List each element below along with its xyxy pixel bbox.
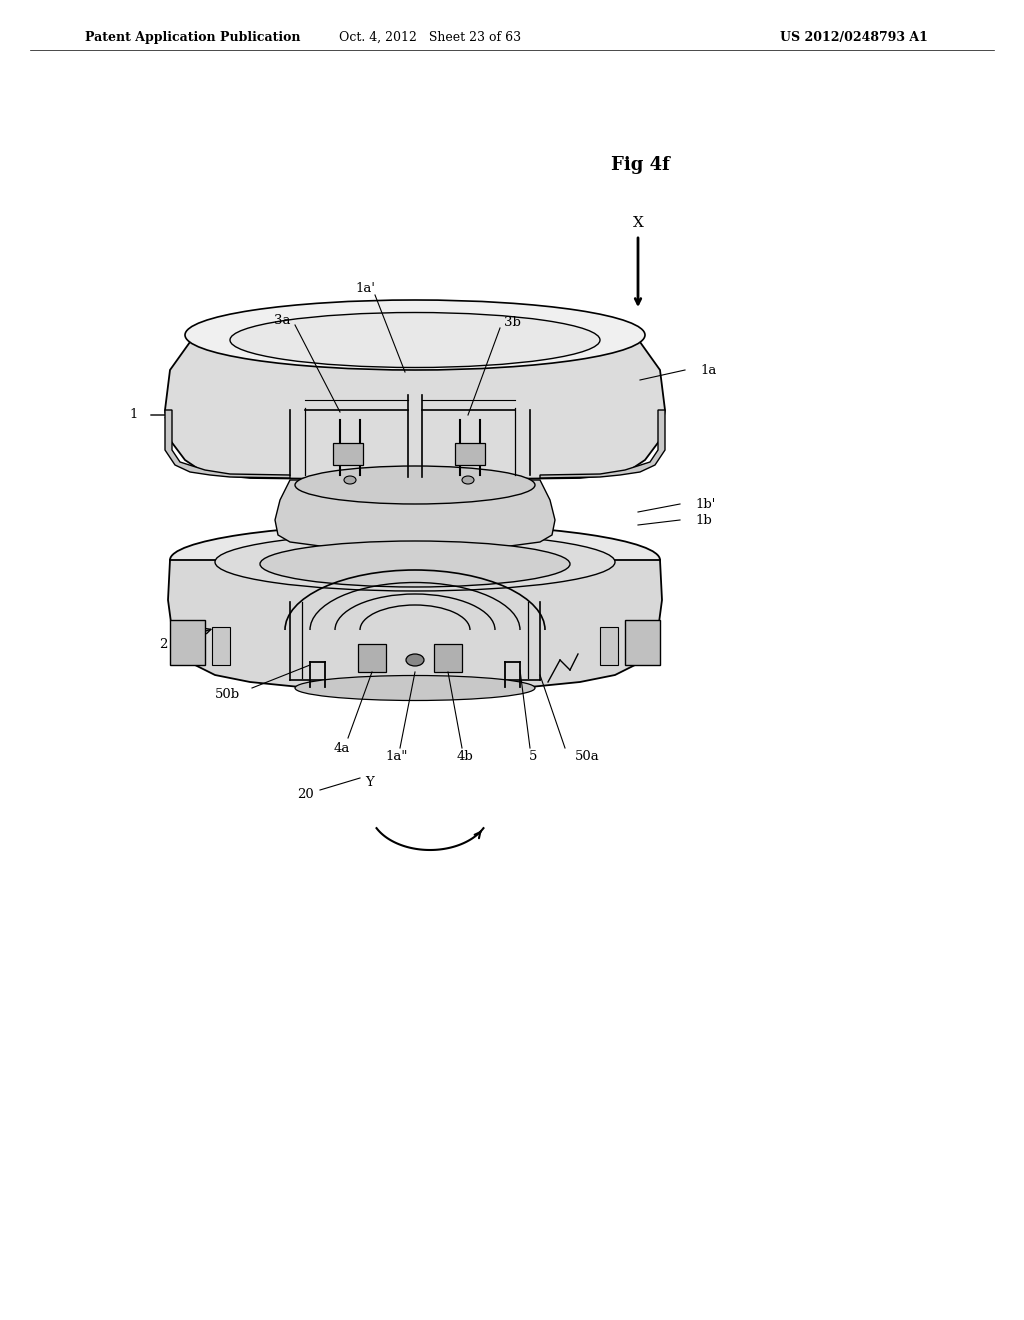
Text: 50a: 50a: [575, 751, 600, 763]
Polygon shape: [165, 411, 290, 478]
Text: 2: 2: [160, 639, 168, 652]
Bar: [600, 627, 618, 665]
Ellipse shape: [185, 300, 645, 370]
Bar: [455, 444, 485, 465]
Ellipse shape: [406, 653, 424, 667]
Text: 20: 20: [297, 788, 313, 801]
Bar: [170, 620, 205, 665]
Text: 1a: 1a: [700, 363, 717, 376]
Text: Fig 4f: Fig 4f: [610, 156, 670, 174]
Bar: [358, 644, 386, 672]
Text: Patent Application Publication: Patent Application Publication: [85, 30, 300, 44]
Text: US 2012/0248793 A1: US 2012/0248793 A1: [780, 30, 928, 44]
Text: 1a': 1a': [355, 281, 375, 294]
Text: 4b: 4b: [457, 751, 473, 763]
Text: Y: Y: [366, 776, 375, 788]
Text: 3a: 3a: [273, 314, 290, 326]
Ellipse shape: [295, 676, 535, 701]
Ellipse shape: [344, 477, 356, 484]
Text: 1b: 1b: [695, 513, 712, 527]
Text: 5: 5: [528, 751, 538, 763]
Ellipse shape: [170, 524, 660, 597]
Text: 1b': 1b': [695, 498, 716, 511]
Text: 4a: 4a: [334, 742, 350, 755]
Bar: [333, 444, 362, 465]
Text: 3b: 3b: [504, 315, 520, 329]
Text: X: X: [633, 216, 643, 230]
Polygon shape: [165, 335, 665, 480]
Polygon shape: [168, 560, 662, 690]
Polygon shape: [540, 411, 665, 478]
Ellipse shape: [215, 533, 615, 591]
Bar: [212, 627, 230, 665]
Text: Oct. 4, 2012   Sheet 23 of 63: Oct. 4, 2012 Sheet 23 of 63: [339, 30, 521, 44]
Text: 50b: 50b: [215, 689, 240, 701]
Text: 1: 1: [130, 408, 138, 421]
Text: 1a": 1a": [386, 751, 409, 763]
Polygon shape: [275, 480, 555, 552]
Ellipse shape: [260, 541, 570, 587]
Bar: [625, 620, 660, 665]
Bar: [434, 644, 462, 672]
Ellipse shape: [230, 313, 600, 367]
Ellipse shape: [295, 466, 535, 504]
Ellipse shape: [462, 477, 474, 484]
